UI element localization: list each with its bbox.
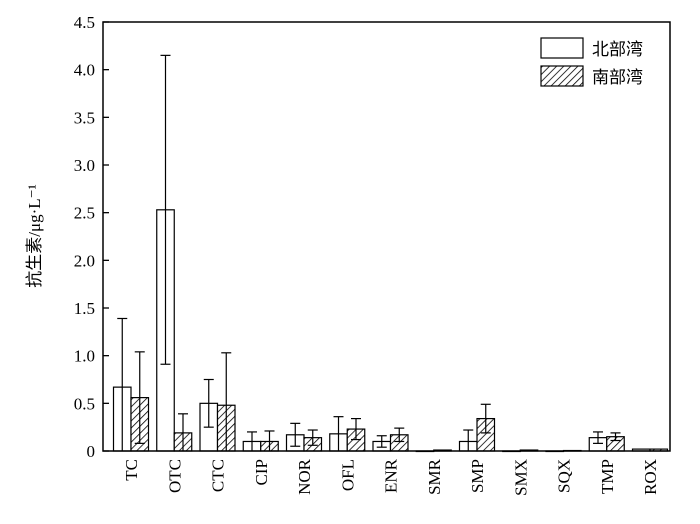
x-tick-label: SMR xyxy=(425,458,444,495)
legend-swatch-north xyxy=(540,37,584,59)
x-tick-label: ENR xyxy=(382,458,401,493)
x-tick-label: OFL xyxy=(338,459,357,491)
x-tick-label: TMP xyxy=(598,459,617,494)
y-tick-label: 2.0 xyxy=(74,251,95,270)
plot-frame xyxy=(102,21,671,452)
y-tick-label: 1.5 xyxy=(74,299,95,318)
y-tick-label: 1.0 xyxy=(74,347,95,366)
y-tick-label: 0.5 xyxy=(74,394,95,413)
bars-layer xyxy=(112,54,669,453)
y-tick-label: 3.5 xyxy=(74,108,95,127)
x-tick-label: OTC xyxy=(165,459,184,493)
y-tick-label: 3.0 xyxy=(74,156,95,175)
y-axis-label: 抗生素/μg·L⁻¹ xyxy=(25,184,44,287)
y-tick-label: 4.5 xyxy=(74,13,95,32)
x-tick-label: NOR xyxy=(295,458,314,495)
x-tick-label: SMP xyxy=(468,459,487,493)
axes-layer: 0 0.5 1.0 1.5 2.0 2.5 3.0 3.5 4.0 4.5 TC OTC CTC CIP N… xyxy=(74,13,660,496)
x-tick-label: CIP xyxy=(252,459,271,485)
legend-label-south: 南部湾 xyxy=(592,68,643,87)
x-tick-label: CTC xyxy=(209,459,228,492)
y-tick-label: 0 xyxy=(87,442,96,461)
legend: 北部湾 南部湾 xyxy=(540,37,643,87)
x-tick-label: SMX xyxy=(511,459,530,496)
y-tick-label: 4.0 xyxy=(74,61,95,80)
x-tick-label: SQX xyxy=(555,459,574,493)
x-tick-label: TC xyxy=(122,459,141,481)
legend-label-north: 北部湾 xyxy=(592,40,643,59)
legend-swatch-south xyxy=(540,65,584,87)
y-tick-label: 2.5 xyxy=(74,204,95,223)
x-tick-label: ROX xyxy=(641,459,660,495)
